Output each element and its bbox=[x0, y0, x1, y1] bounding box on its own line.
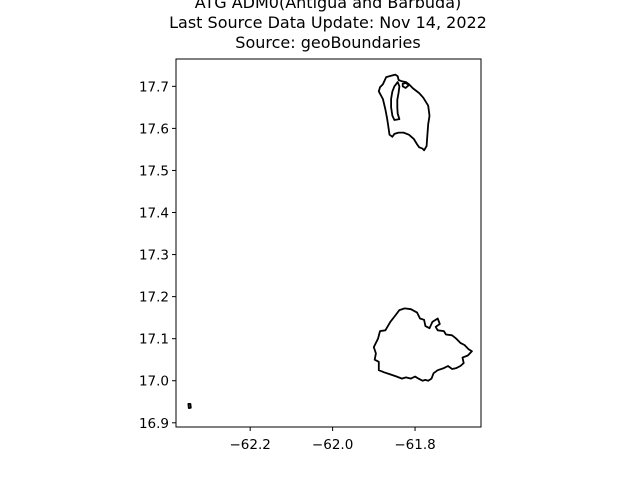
y-tick-label: 17.7 bbox=[139, 79, 169, 95]
y-tick-label: 17.0 bbox=[139, 374, 169, 390]
y-tick-label: 17.4 bbox=[139, 206, 169, 222]
y-tick-label: 17.5 bbox=[139, 163, 169, 179]
y-tick-label: 17.1 bbox=[139, 332, 169, 348]
boundary-redonda bbox=[187, 403, 192, 409]
title-line-update: Last Source Data Update: Nov 14, 2022 bbox=[169, 13, 487, 32]
map-title: ATG ADM0(Antigua and Barbuda) Last Sourc… bbox=[0, 0, 640, 53]
plot-frame bbox=[175, 58, 482, 428]
y-axis: 16.9 17.0 17.1 17.2 17.3 17.4 17.5 17.6 17.7 bbox=[139, 79, 176, 432]
boundary-barbuda-north-lobe bbox=[401, 82, 410, 89]
x-tick-label: −61.8 bbox=[394, 437, 435, 453]
y-tick-label: 17.6 bbox=[139, 121, 169, 137]
boundary-antigua bbox=[372, 307, 473, 382]
x-tick-label: −62.2 bbox=[230, 437, 271, 453]
boundary-layer bbox=[187, 73, 473, 409]
x-tick-label: −62.0 bbox=[312, 437, 353, 453]
y-tick-label: 17.2 bbox=[139, 290, 169, 306]
title-line-source: Source: geoBoundaries bbox=[235, 33, 421, 52]
y-tick-label: 16.9 bbox=[139, 416, 169, 432]
boundary-barbuda bbox=[377, 73, 431, 152]
x-axis: −62.2 −62.0 −61.8 bbox=[230, 427, 436, 453]
boundary-codrington-lagoon bbox=[390, 81, 401, 121]
title-line-country: ATG ADM0(Antigua and Barbuda) bbox=[194, 0, 462, 12]
y-tick-label: 17.3 bbox=[139, 248, 169, 264]
